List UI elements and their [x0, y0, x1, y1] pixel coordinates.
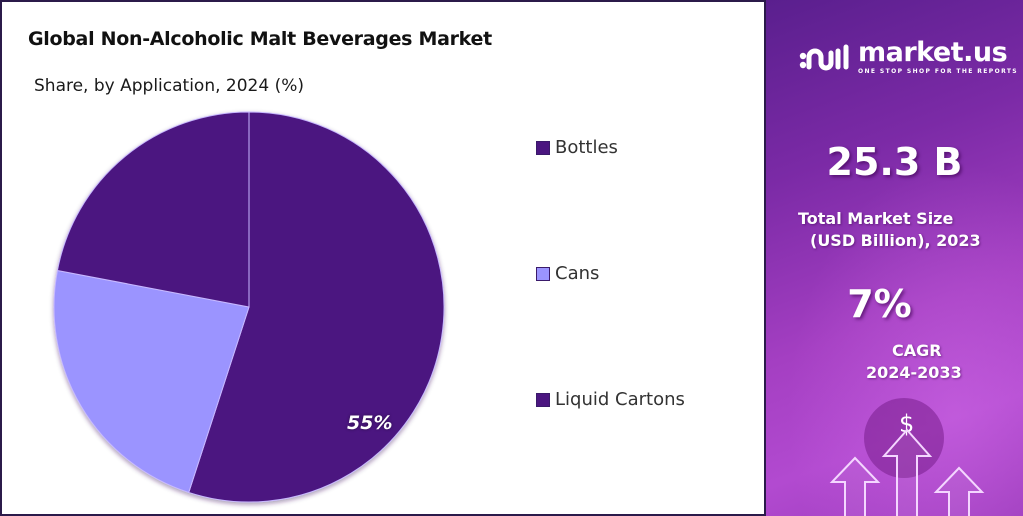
market-size-value: 25.3 B: [826, 140, 963, 184]
pie-chart: 55%: [42, 100, 462, 516]
legend-label: Liquid Cartons: [555, 389, 685, 410]
market-us-logo-icon: [799, 44, 849, 70]
cagr-value: 7%: [847, 282, 912, 326]
growth-arrows-icon: [829, 428, 985, 516]
market-size-label-line1: Total Market Size: [798, 209, 954, 228]
legend-item-cans[interactable]: Cans: [536, 263, 599, 284]
legend-swatch-bottles: [536, 140, 550, 155]
pie-slice-bottles[interactable]: [188, 111, 445, 503]
pie-slice-label-bottles: 55%: [347, 412, 393, 434]
legend-item-liquid-cartons[interactable]: Liquid Cartons: [536, 389, 685, 410]
coin-circle-decoration: [864, 398, 944, 478]
pie-chart-svg: [53, 111, 445, 503]
legend-swatch-cans: [536, 266, 550, 281]
cagr-label: CAGR: [892, 341, 942, 360]
logo-wordmark: market.us: [858, 37, 1008, 68]
market-us-logo[interactable]: market.us ONE STOP SHOP FOR THE REPORTS: [798, 37, 1019, 75]
legend-item-bottles[interactable]: Bottles: [536, 137, 618, 158]
logo-text-group: market.us ONE STOP SHOP FOR THE REPORTS: [858, 37, 1019, 75]
panel-divider: [764, 0, 766, 516]
legend-label: Bottles: [555, 137, 618, 158]
pie-slice-liquid-cartons[interactable]: [56, 111, 250, 308]
dollar-icon: $: [899, 410, 915, 438]
cagr-period-label: 2024-2033: [866, 363, 962, 382]
pie-slice-cans[interactable]: [53, 269, 250, 494]
logo-tagline: ONE STOP SHOP FOR THE REPORTS: [858, 68, 1019, 75]
legend-swatch-liquid-cartons: [536, 392, 550, 407]
chart-title: Global Non-Alcoholic Malt Beverages Mark…: [28, 28, 492, 50]
stats-side-panel: market.us ONE STOP SHOP FOR THE REPORTS …: [766, 0, 1023, 516]
chart-panel: Global Non-Alcoholic Malt Beverages Mark…: [2, 2, 764, 514]
chart-subtitle: Share, by Application, 2024 (%): [34, 76, 304, 96]
market-size-label-line2: (USD Billion), 2023: [810, 231, 981, 250]
legend-label: Cans: [555, 263, 600, 284]
